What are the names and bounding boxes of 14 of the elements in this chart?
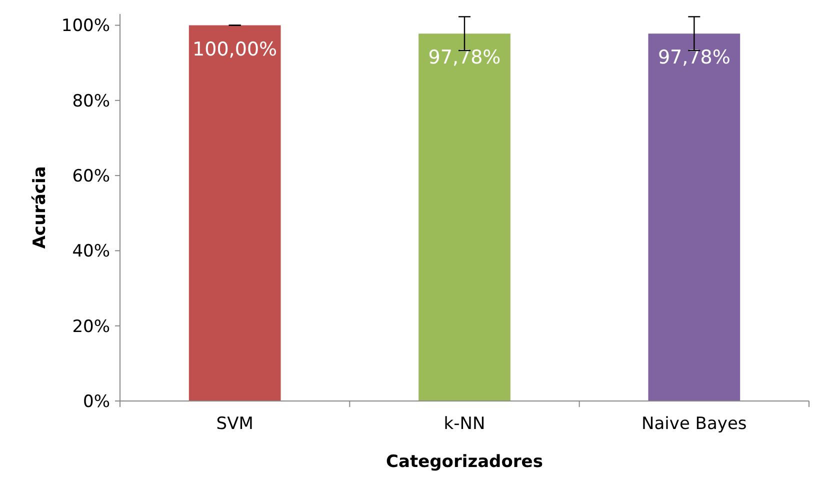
x-tick-label: Naive Bayes bbox=[642, 414, 747, 434]
y-tick-label: 0% bbox=[83, 392, 110, 412]
data-label: 100,00% bbox=[192, 38, 278, 60]
x-axis-title: Categorizadores bbox=[386, 452, 543, 472]
y-tick-label: 60% bbox=[72, 166, 110, 187]
y-axis-title: Acurácia bbox=[30, 166, 50, 249]
data-label: 97,78% bbox=[428, 46, 501, 69]
y-tick-label: 20% bbox=[72, 316, 110, 337]
y-tick-label: 80% bbox=[72, 91, 110, 112]
y-tick-label: 40% bbox=[72, 242, 110, 262]
x-tick-label: SVM bbox=[216, 414, 254, 434]
y-tick-label: 100% bbox=[61, 16, 110, 36]
x-tick-label: k-NN bbox=[444, 414, 486, 434]
data-label: 97,78% bbox=[658, 46, 730, 69]
